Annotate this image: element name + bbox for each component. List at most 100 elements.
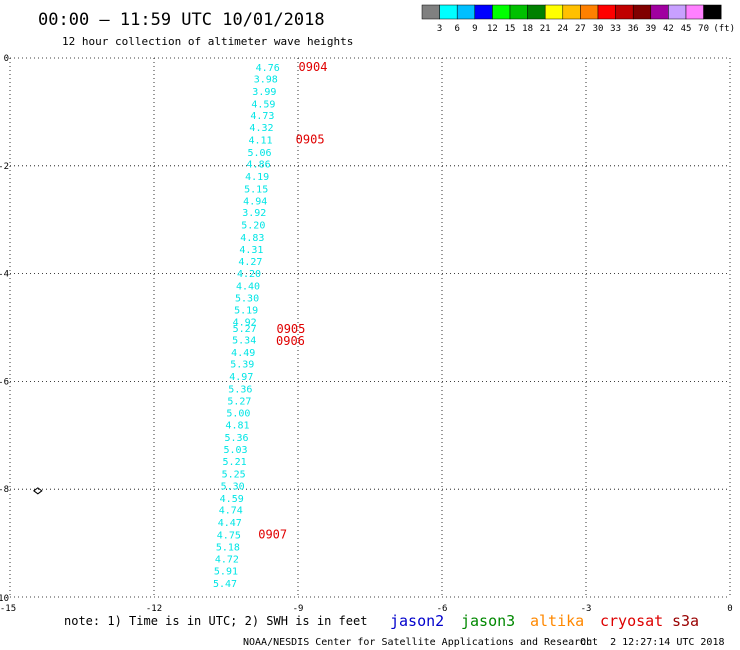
colorbar-swatch [597, 4, 616, 20]
colorbar-swatch [456, 4, 476, 20]
colorbar-swatch [439, 4, 458, 20]
wave-height-label: 4.32 [249, 123, 273, 134]
wave-height-label: 5.06 [248, 148, 272, 159]
chart-title: 00:00 – 11:59 UTC 10/01/2018 [38, 10, 325, 30]
colorbar-label: 3 [437, 24, 442, 34]
wave-height-label: 4.83 [240, 233, 264, 244]
y-tick-label: -8 [0, 485, 9, 495]
colorbar-label: (ft) [713, 24, 735, 34]
wave-height-label: 5.27 [233, 324, 257, 335]
time-label: 0907 [258, 527, 287, 541]
colorbar-swatch [527, 4, 546, 20]
colorbar-swatch [615, 4, 634, 20]
y-tick-label: -6 [0, 377, 9, 387]
colorbar-swatch [492, 4, 511, 20]
colorbar-label: 27 [575, 24, 586, 34]
satellite-legend: jason2 jason3 altika cryosat s3a [390, 612, 699, 630]
colorbar-label: 30 [593, 24, 604, 34]
colorbar-label: 45 [681, 24, 692, 34]
colorbar-label: 15 [505, 24, 516, 34]
wave-height-label: 4.73 [250, 111, 274, 122]
footer-timestamp: Oct 2 12:27:14 UTC 2018 [580, 637, 725, 648]
wave-height-label: 5.39 [230, 360, 254, 371]
colorbar-swatch [703, 4, 722, 20]
colorbar-label: 24 [557, 24, 568, 34]
x-tick-label: -12 [146, 604, 162, 614]
wave-height-label: 4.11 [248, 135, 272, 146]
wave-height-label: 4.86 [247, 160, 271, 171]
wave-height-label: 4.72 [215, 555, 239, 566]
satellite-legend-altika: altika [530, 612, 584, 630]
wave-height-label: 5.27 [227, 396, 251, 407]
wave-height-label: 5.30 [235, 293, 259, 304]
colorbar-label: 33 [610, 24, 621, 34]
y-tick-label: 0 [4, 54, 9, 64]
colorbar-swatch [509, 4, 528, 20]
colorbar-label: 12 [487, 24, 498, 34]
wave-height-label: 5.36 [228, 384, 252, 395]
time-label: 0905 [296, 132, 325, 146]
wave-height-label: 4.75 [217, 530, 241, 541]
satellite-legend-jason2: jason2 [390, 612, 444, 630]
satellite-legend-jason3: jason3 [461, 612, 515, 630]
wave-height-label: 4.97 [229, 372, 253, 383]
wave-height-label: 3.92 [242, 208, 266, 219]
wave-height-label: 5.00 [226, 409, 250, 420]
wave-height-label: 4.59 [220, 494, 244, 505]
wave-height-label: 4.40 [236, 281, 260, 292]
wave-height-label: 4.20 [237, 269, 261, 280]
colorbar-swatch [632, 4, 652, 20]
wave-height-label: 4.19 [245, 172, 269, 183]
y-tick-label: -4 [0, 270, 9, 280]
x-tick-label: -6 [437, 604, 448, 614]
wave-height-label: 3.98 [254, 74, 278, 85]
wave-height-label: 4.49 [231, 348, 255, 359]
chart-axes [9, 57, 731, 598]
wave-height-label: 4.81 [225, 421, 249, 432]
colorbar-label: 21 [540, 24, 551, 34]
y-tick-label: -2 [0, 162, 9, 172]
colorbar-swatch [668, 4, 687, 20]
colorbar-label: 6 [454, 24, 459, 34]
colorbar-swatch [544, 4, 564, 20]
wave-height-label: 4.92 [233, 318, 257, 329]
x-tick-label: -9 [293, 604, 304, 614]
wave-height-labels: 4.763.983.994.594.734.324.115.064.864.19… [213, 63, 280, 590]
footer-note: note: 1) Time is in UTC; 2) SWH is in fe… [64, 614, 367, 628]
wave-height-label: 5.21 [223, 457, 247, 468]
wave-height-label: 3.99 [252, 87, 276, 98]
wave-height-label: 4.27 [238, 257, 262, 268]
wave-height-label: 5.19 [234, 306, 258, 317]
colorbar-legend: 3 6 9 12 15 18 21 24 27 30 33 36 39 42 45 70 (ft) [421, 4, 735, 34]
wave-height-label: 5.18 [216, 542, 240, 553]
wave-height-label: 4.76 [256, 63, 280, 74]
chart-grid [10, 58, 730, 597]
diamond-marker [33, 487, 43, 495]
colorbar-label: 70 [698, 24, 709, 34]
wave-height-label: 4.31 [239, 245, 263, 256]
tick-labels: -15 -12 -9 -6 -3 0 0 -2 -4 -6 -8 -10 [0, 54, 733, 614]
colorbar-swatch [421, 4, 440, 20]
wave-height-label: 5.15 [244, 184, 268, 195]
wave-height-label: 5.34 [232, 335, 256, 346]
wave-height-label: 5.20 [241, 221, 265, 232]
footer-credit: NOAA/NESDIS Center for Satellite Applica… [243, 637, 592, 648]
time-label: 0906 [276, 334, 305, 348]
time-label: 0904 [299, 60, 328, 74]
wave-height-label: 4.59 [251, 99, 275, 110]
colorbar-label: 18 [522, 24, 533, 34]
time-label: 0905 [276, 322, 305, 336]
colorbar-swatch [650, 4, 669, 20]
colorbar-label: 36 [628, 24, 639, 34]
wave-height-label: 5.91 [214, 567, 238, 578]
colorbar-swatch [580, 4, 599, 20]
colorbar-swatch [562, 4, 581, 20]
wave-height-label: 5.30 [221, 481, 245, 492]
wave-height-label: 5.03 [224, 445, 248, 456]
colorbar-swatch [474, 4, 493, 20]
wave-height-label: 5.25 [222, 470, 246, 481]
satellite-legend-cryosat: cryosat [600, 612, 663, 630]
x-tick-label: 0 [727, 604, 732, 614]
